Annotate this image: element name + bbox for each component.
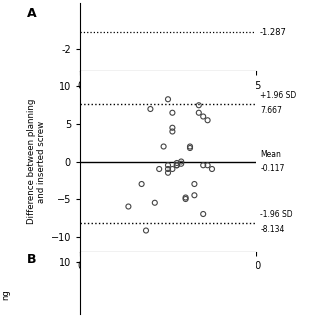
Text: +1.96 SD: +1.96 SD	[260, 91, 297, 100]
Text: -1.287: -1.287	[260, 28, 286, 37]
Point	[139, 181, 144, 187]
Point	[148, 107, 153, 112]
Point	[188, 144, 193, 149]
Point	[161, 144, 166, 149]
X-axis label: Average
Cranial angle (°): Average Cranial angle (°)	[128, 92, 208, 114]
Point	[157, 166, 162, 172]
Point	[196, 110, 201, 115]
Point	[179, 161, 184, 166]
Text: A: A	[27, 7, 37, 20]
Text: B: B	[27, 253, 37, 266]
Point	[165, 97, 171, 102]
Point	[165, 170, 171, 175]
Text: Mean: Mean	[260, 150, 281, 159]
Point	[201, 212, 206, 217]
Text: -0.117: -0.117	[260, 164, 285, 173]
Point	[201, 114, 206, 119]
Point	[165, 163, 171, 168]
Point	[170, 129, 175, 134]
Point	[143, 228, 148, 233]
Point	[192, 193, 197, 198]
Point	[174, 163, 180, 168]
Text: 7.667: 7.667	[260, 106, 282, 115]
Text: ng: ng	[2, 289, 11, 300]
Point	[174, 163, 180, 168]
Point	[205, 163, 210, 168]
Point	[170, 125, 175, 130]
X-axis label: Distance of screw tips (mm): Distance of screw tips (mm)	[95, 275, 241, 285]
Text: -8.134: -8.134	[260, 225, 285, 234]
Point	[192, 181, 197, 187]
Point	[174, 160, 180, 165]
Point	[188, 146, 193, 151]
Point	[170, 110, 175, 115]
Point	[165, 166, 171, 172]
Text: -1.96 SD: -1.96 SD	[260, 210, 293, 219]
Point	[170, 166, 175, 172]
Point	[196, 103, 201, 108]
Point	[210, 166, 215, 172]
Point	[179, 159, 184, 164]
Point	[183, 195, 188, 200]
Point	[201, 163, 206, 168]
Point	[126, 204, 131, 209]
Point	[183, 196, 188, 202]
Point	[205, 118, 210, 123]
Y-axis label: Difference between planning
and inserted screw: Difference between planning and inserted…	[27, 99, 46, 224]
Point	[152, 200, 157, 205]
